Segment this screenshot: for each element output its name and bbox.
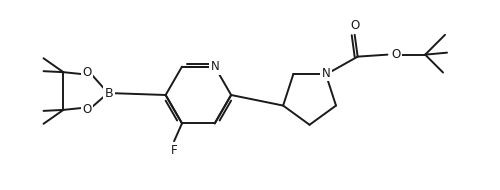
Text: F: F bbox=[170, 144, 177, 157]
Text: O: O bbox=[350, 19, 360, 32]
Text: N: N bbox=[322, 67, 330, 80]
Text: O: O bbox=[82, 103, 92, 116]
Text: B: B bbox=[104, 86, 114, 100]
Text: N: N bbox=[210, 60, 219, 73]
Text: O: O bbox=[82, 66, 92, 79]
Text: O: O bbox=[392, 48, 401, 61]
